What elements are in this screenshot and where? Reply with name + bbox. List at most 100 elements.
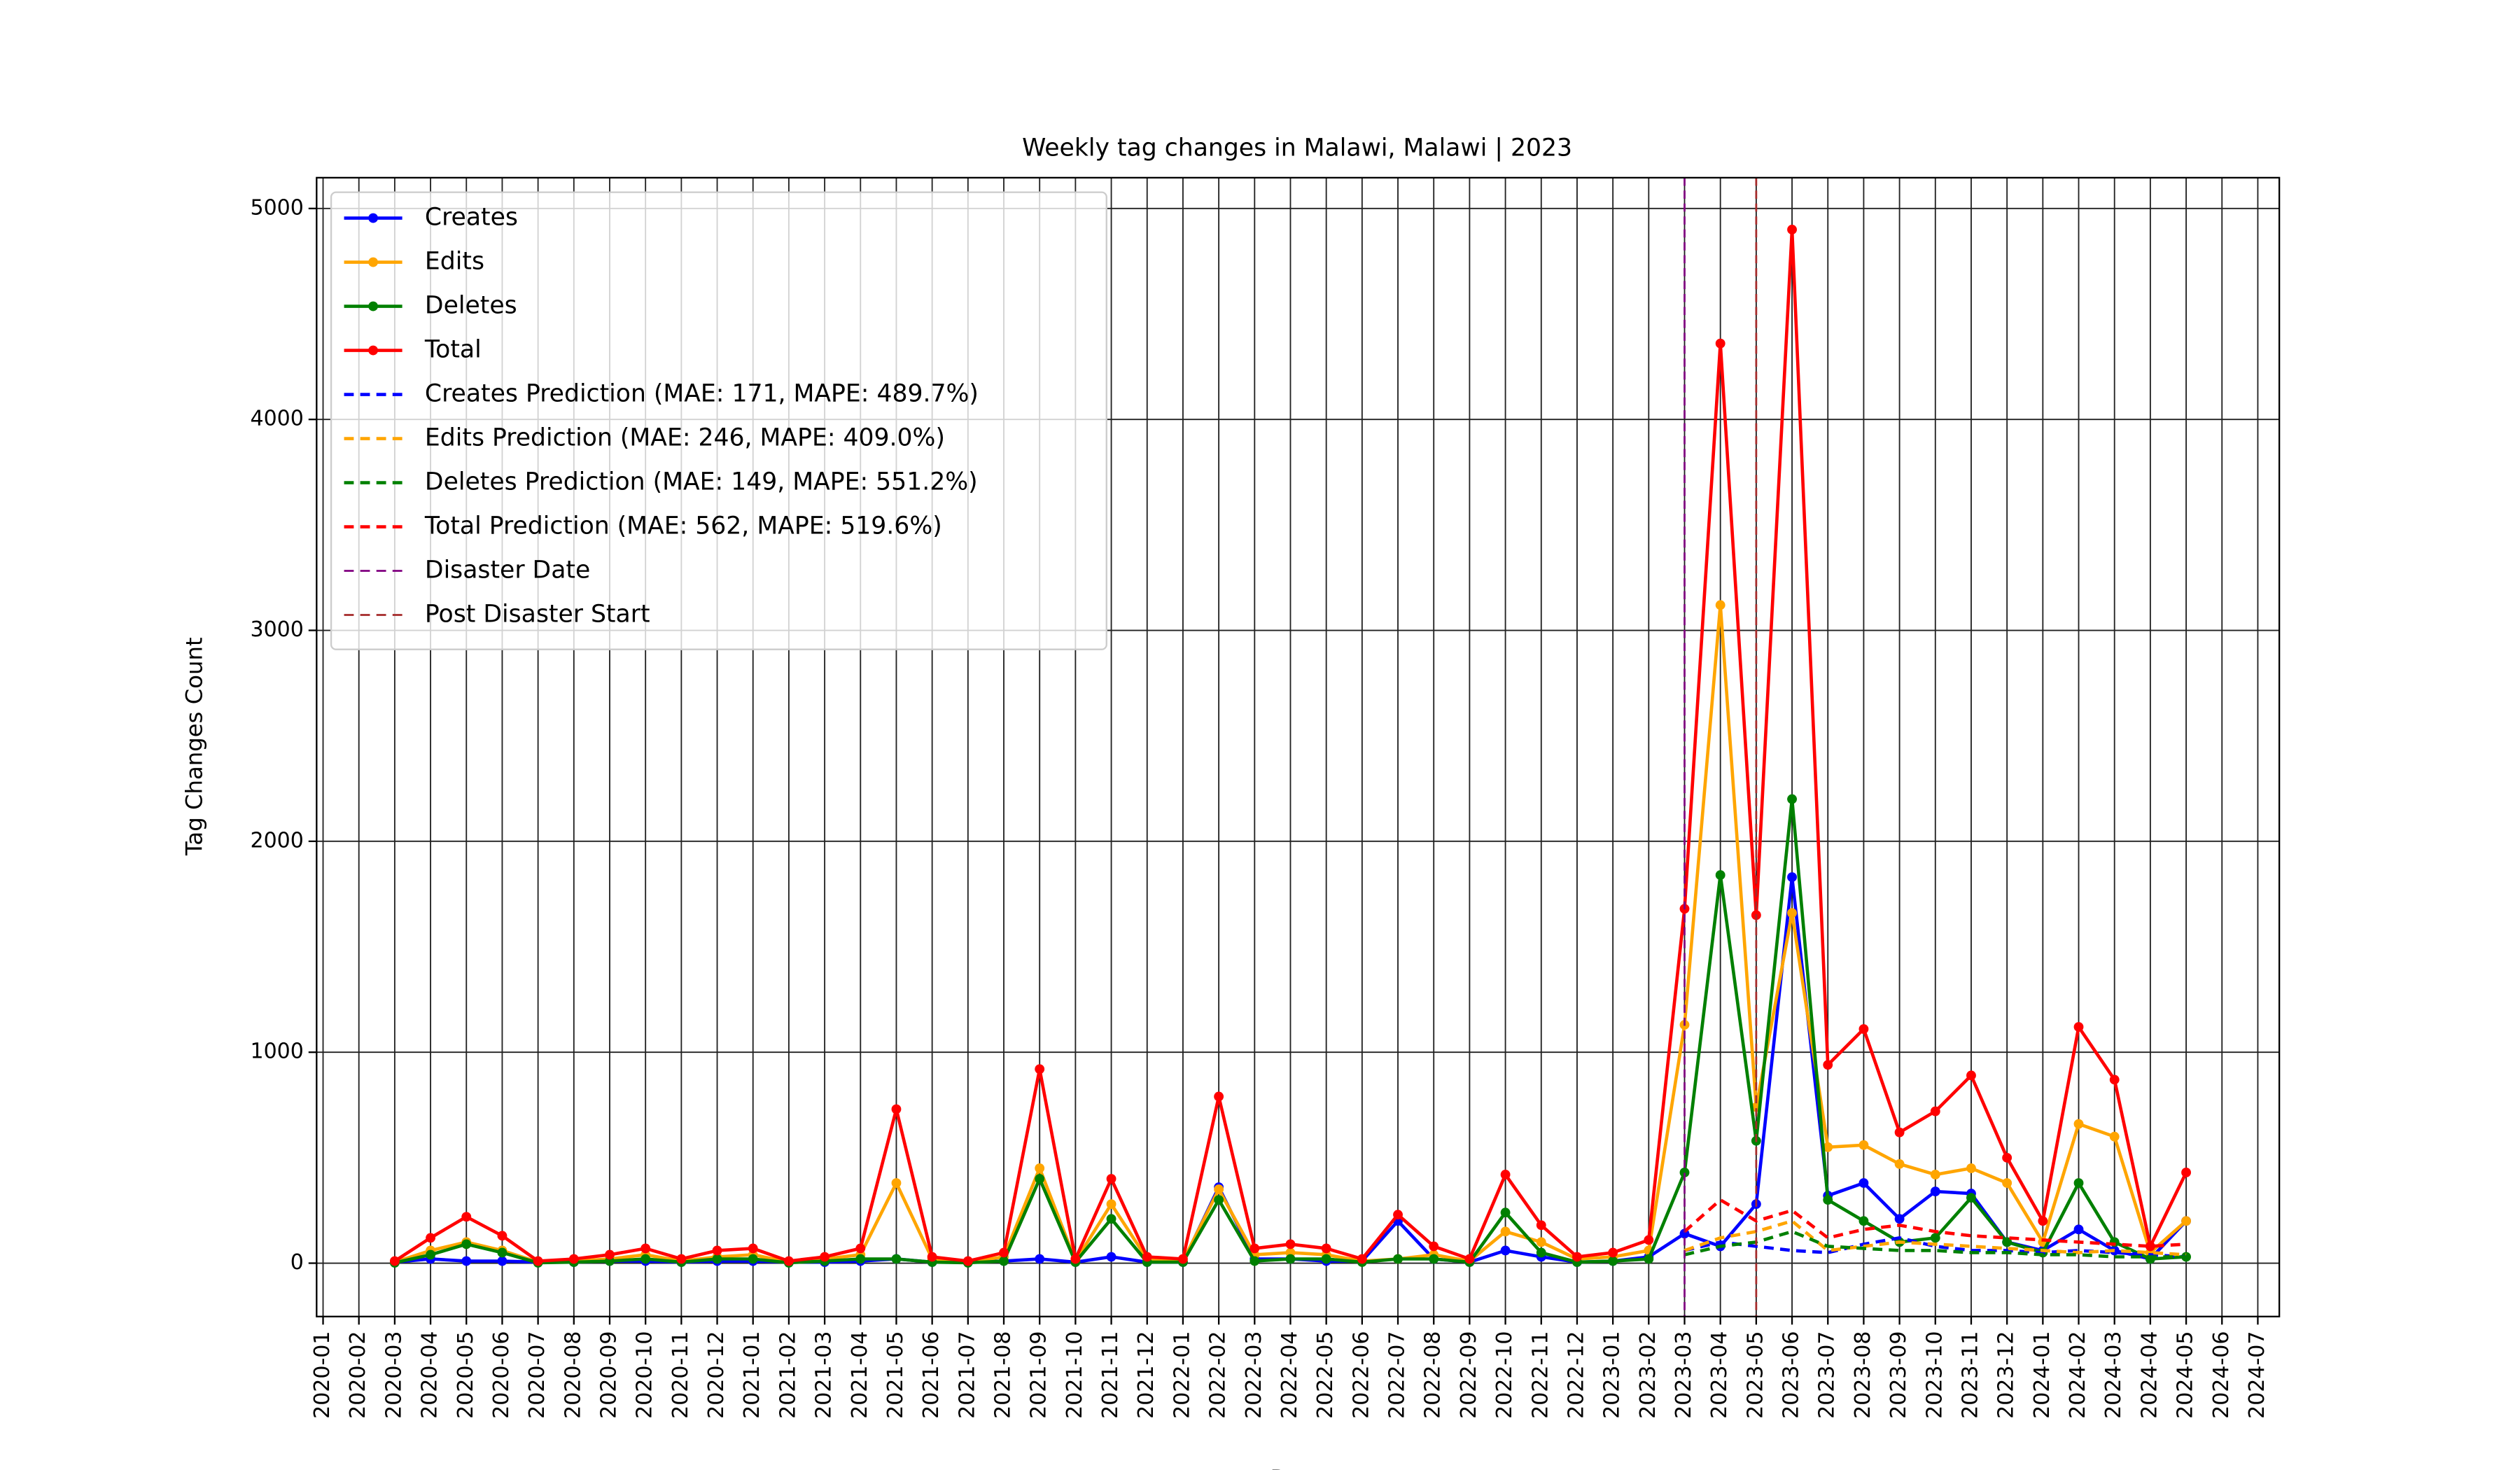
x-tick-label: 2023-06 [1779,1331,1804,1419]
prediction-line [1684,1229,2187,1259]
data-point [1930,1170,1940,1180]
x-tick-label: 2023-07 [1815,1331,1840,1419]
x-tick-label: 2022-09 [1457,1331,1481,1419]
data-point [1858,1178,1869,1188]
data-point [1823,1195,1833,1205]
data-point [1644,1235,1654,1245]
legend-label: Total Prediction (MAE: 562, MAPE: 519.6%… [424,512,942,540]
x-tick-label: 2021-07 [955,1331,979,1419]
data-point [820,1252,830,1262]
data-point [1106,1199,1116,1210]
data-point [676,1254,687,1264]
data-point [1500,1226,1511,1237]
data-point [1321,1254,1331,1264]
data-point [1894,1214,1905,1224]
x-tick-label: 2021-03 [812,1331,836,1419]
x-tick-label: 2023-03 [1672,1331,1696,1419]
plot-frame [316,176,2281,1317]
data-point [1285,1254,1296,1264]
data-point [1106,1252,1116,1262]
x-tick-label: 2023-05 [1743,1331,1768,1419]
x-axis-label: Date [1270,1465,1324,1470]
data-point [1429,1241,1439,1252]
y-tick-label: 5000 [250,195,303,220]
data-point [1787,794,1797,804]
data-point [461,1239,472,1250]
data-point [1321,1243,1331,1254]
x-tick-label: 2024-07 [2245,1331,2269,1419]
data-point [426,1233,435,1243]
data-point [1966,1070,1976,1081]
data-point [1966,1193,1976,1203]
data-point [1787,225,1797,234]
data-point [1285,1239,1296,1250]
x-tick-label: 2022-07 [1385,1331,1410,1419]
data-point [2109,1131,2120,1142]
data-point [999,1247,1009,1258]
x-tick-label: 2022-03 [1242,1331,1266,1419]
legend-box [330,191,1107,650]
data-point [855,1254,866,1264]
x-tick-label: 2022-06 [1349,1331,1373,1419]
data-point [1035,1064,1045,1074]
legend-label: Deletes [425,292,517,320]
data-point [1715,870,1726,880]
data-point [2002,1178,2012,1188]
x-tick-label: 2020-04 [418,1331,442,1419]
data-point [605,1250,615,1260]
legend-label: Edits [425,248,484,276]
data-point [891,1178,902,1188]
data-point [2038,1216,2048,1226]
data-point [2181,1216,2191,1226]
x-tick-label: 2020-08 [561,1331,585,1419]
data-point [461,1256,472,1266]
x-tick-label: 2020-11 [668,1331,693,1419]
x-tick-label: 2022-11 [1528,1331,1553,1419]
data-point [927,1252,937,1262]
data-point [2145,1241,2155,1252]
x-tick-label: 2020-12 [704,1331,729,1419]
data-point [712,1254,722,1264]
data-point [1644,1254,1654,1264]
data-point [1894,1127,1905,1138]
data-point [2073,1178,2084,1188]
x-tick-label: 2021-09 [1027,1331,1051,1419]
x-tick-label: 2024-01 [2030,1331,2054,1419]
x-tick-label: 2020-06 [489,1331,514,1419]
x-tick-label: 2021-02 [776,1331,800,1419]
data-point [1250,1243,1260,1254]
x-tick-label: 2021-12 [1134,1331,1158,1419]
data-point [1357,1254,1367,1264]
data-point [2181,1168,2191,1177]
x-tick-label: 2024-02 [2066,1331,2090,1419]
data-point [497,1247,507,1258]
data-point [1572,1252,1582,1262]
x-tick-label: 2020-01 [310,1331,335,1419]
data-point [1787,908,1797,918]
y-tick-label: 1000 [250,1040,303,1064]
data-point [1966,1163,1976,1173]
y-tick-label: 3000 [250,617,303,642]
x-tick-label: 2021-01 [740,1331,764,1419]
data-point [1536,1247,1546,1258]
data-point [2073,1119,2084,1129]
data-point [640,1254,651,1264]
data-point [1930,1233,1940,1243]
data-point [1214,1195,1224,1205]
data-point [568,1254,579,1264]
x-tick-label: 2021-06 [919,1331,944,1419]
data-point [1070,1254,1081,1264]
x-tick-label: 2023-09 [1886,1331,1911,1419]
data-point [1214,1091,1224,1102]
data-point [426,1250,435,1260]
data-point [1608,1247,1618,1258]
legend-label: Edits Prediction (MAE: 246, MAPE: 409.0%… [425,424,945,452]
x-tick-label: 2023-11 [1958,1331,1982,1419]
data-point [2002,1152,2012,1163]
x-tick-label: 2020-07 [525,1331,550,1419]
legend-label: Disaster Date [425,556,590,584]
chart-title: Weekly tag changes in Malawi, Malawi | 2… [1022,134,1572,162]
x-tick-label: 2024-04 [2137,1331,2162,1419]
data-point [1858,1216,1869,1226]
legend-marker [368,301,378,312]
